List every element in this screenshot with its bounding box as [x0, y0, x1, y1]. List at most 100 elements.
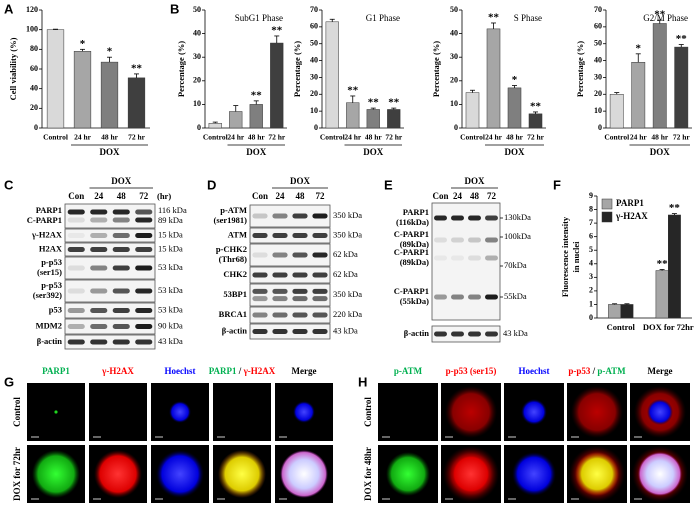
band — [272, 233, 288, 238]
band — [272, 213, 288, 219]
band — [434, 237, 447, 243]
protein-label: β-actin — [222, 325, 248, 335]
protein-label: β-actin — [37, 336, 63, 346]
blot-strip — [249, 227, 331, 244]
band — [252, 296, 268, 302]
band — [292, 296, 308, 302]
kda-label: 43 kDa — [333, 325, 358, 335]
band — [272, 312, 288, 318]
lane-label: 24 — [276, 191, 286, 201]
band — [292, 252, 308, 258]
panel-label: C — [4, 177, 14, 192]
header-part: Merge — [292, 366, 317, 376]
y-tick-label: 20 — [450, 76, 458, 85]
band — [90, 209, 108, 215]
group-label: DOX — [363, 147, 384, 157]
header-part: p-ATM — [597, 366, 626, 376]
blot-strip — [64, 334, 156, 350]
band — [252, 312, 268, 318]
band — [485, 237, 498, 243]
band — [468, 237, 481, 243]
band — [112, 247, 130, 252]
band — [112, 288, 130, 294]
y-tick-label: 10 — [594, 106, 602, 115]
band — [451, 331, 464, 337]
band — [67, 265, 85, 271]
band — [112, 308, 130, 313]
band — [312, 329, 328, 334]
header-part: / — [590, 366, 597, 376]
protein-label: 53BP1 — [223, 289, 247, 299]
protein-label: ATM — [228, 229, 247, 239]
x-tick-label: DOX for 72hr — [643, 322, 694, 332]
band — [485, 255, 498, 261]
y-tick-label: 60 — [310, 22, 318, 31]
y-tick-label: 50 — [193, 5, 201, 14]
y-tick-label: 7 — [589, 218, 593, 227]
x-tick-label: 48 hr — [506, 133, 524, 142]
kda-label: 89 kDa — [158, 215, 183, 225]
significance: ** — [530, 100, 542, 112]
significance: ** — [131, 62, 143, 74]
chart-title: SubG1 Phase — [235, 13, 283, 23]
band — [67, 288, 85, 294]
y-tick-label: 60 — [594, 22, 602, 31]
lane-label: 72 — [316, 191, 326, 201]
cell — [386, 452, 430, 496]
band — [292, 312, 308, 318]
bar — [631, 62, 646, 129]
x-tick-label: 24 hr — [630, 133, 648, 142]
x-tick-label: 24 hr — [74, 133, 92, 142]
y-tick-label: 120 — [26, 5, 38, 14]
cell — [169, 401, 191, 423]
image-header: PARP1 — [42, 366, 70, 376]
marker-label: 130kDa — [504, 212, 531, 222]
lane-label: 24 — [94, 191, 104, 201]
band — [135, 265, 153, 271]
y-tick-label: 50 — [450, 5, 458, 14]
header-part: γ-H2AX — [243, 366, 276, 376]
legend-label: γ-H2AX — [615, 211, 648, 221]
x-tick-label: Control — [460, 133, 485, 142]
band — [112, 217, 130, 223]
x-tick-label: 48 hr — [365, 133, 383, 142]
significance: * — [512, 74, 518, 86]
x-tick-label: Control — [320, 133, 345, 142]
unit-label: (hr) — [157, 191, 171, 201]
kda-label: 43 kDa — [503, 328, 528, 338]
bar — [46, 29, 65, 129]
row-label: Control — [363, 397, 373, 427]
y-tick-label: 8 — [589, 204, 593, 213]
header-part: γ-H2AX — [101, 366, 134, 376]
x-tick-label: Control — [604, 133, 629, 142]
protein-label: PARP1 — [403, 207, 429, 217]
y-axis-label: Cell viability (%) — [8, 37, 18, 100]
y-tick-label: 100 — [26, 24, 38, 33]
y-tick-label: 0 — [598, 123, 602, 132]
protein-label: β-actin — [404, 328, 430, 338]
band — [90, 339, 108, 345]
band — [468, 331, 481, 337]
cell — [575, 452, 619, 496]
x-tick-label: 72 hr — [268, 133, 286, 142]
micrograph — [89, 383, 147, 441]
header-part: Merge — [648, 366, 673, 376]
y-tick-label: 3 — [589, 272, 593, 281]
protein-label: C-PARP1 — [27, 215, 62, 225]
band — [67, 324, 85, 329]
band — [252, 233, 268, 238]
band — [112, 265, 130, 271]
legend-label: PARP1 — [616, 198, 644, 208]
bar — [507, 87, 522, 129]
x-tick-label: 72 hr — [385, 133, 403, 142]
cell — [449, 452, 493, 496]
x-tick-label: 72 hr — [128, 133, 146, 142]
y-tick-label: 20 — [594, 89, 602, 98]
y-tick-label: 0 — [197, 123, 201, 132]
panel-label: E — [384, 177, 393, 192]
band — [252, 213, 268, 219]
chart-title: G2/M Phase — [643, 13, 688, 23]
band — [292, 213, 308, 219]
x-tick-label: 72 hr — [673, 133, 691, 142]
